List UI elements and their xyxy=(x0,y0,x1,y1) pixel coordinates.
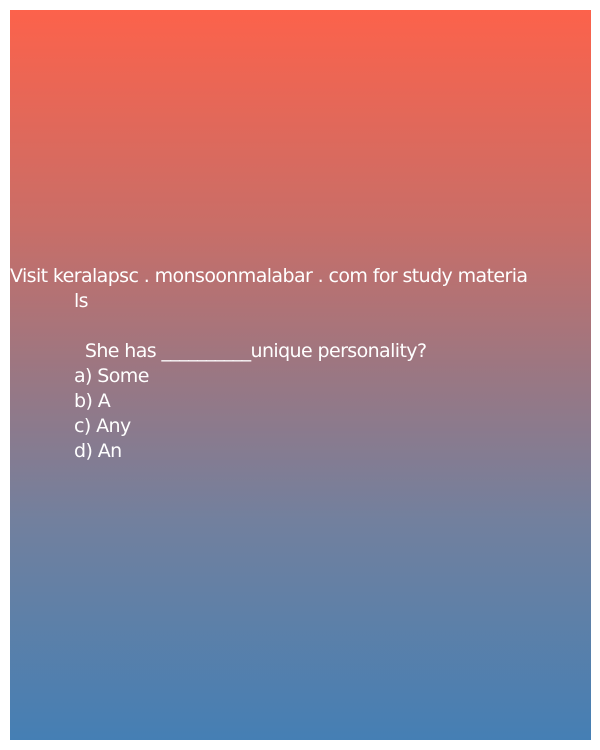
question-text: She has __________unique personality? xyxy=(74,340,427,362)
question-content: Visit keralapsc . monsoonmalabar . com f… xyxy=(10,264,591,464)
spacer xyxy=(10,314,591,339)
site-notice-line-2: ls xyxy=(74,290,89,312)
question-card: Visit keralapsc . monsoonmalabar . com f… xyxy=(10,10,591,740)
option-a: a) Some xyxy=(74,365,149,387)
option-b: b) A xyxy=(74,390,111,412)
option-c: c) Any xyxy=(74,415,131,437)
site-notice-line-1: Visit keralapsc . monsoonmalabar . com f… xyxy=(10,265,528,287)
option-d: d) An xyxy=(74,440,122,462)
